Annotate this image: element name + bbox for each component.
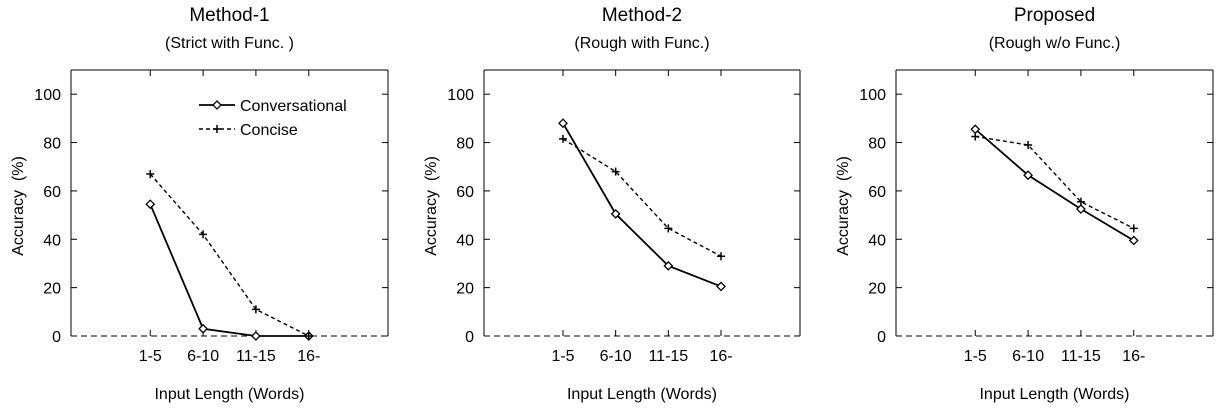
data-point-concise (717, 252, 725, 261)
legend-label-conversational: Conversational (240, 98, 347, 115)
legend-marker-concise (213, 125, 221, 133)
y-tick-label: 20 (43, 281, 61, 298)
x-tick-label: 16- (1122, 348, 1145, 365)
chart-panel-3: Proposed (Rough w/o Func.) 0 20 40 60 80 100 1-5… (835, 5, 1214, 403)
data-point-conversational (1076, 204, 1086, 214)
x-tick-label: 6-10 (600, 348, 632, 365)
y-tick-label: 0 (877, 329, 886, 346)
chart-title: Method-2 (602, 5, 682, 26)
data-point-conversational (250, 331, 261, 341)
y-tick-label: 60 (868, 184, 886, 201)
series-line-conversational (974, 128, 1135, 242)
chart-title: Method-1 (189, 5, 269, 26)
series-line-concise (562, 138, 722, 257)
chart-panel-1: Method-1 (Strict with Func. ) 0 20 40 60 80 100… (10, 5, 389, 403)
data-point-conversational (663, 260, 674, 271)
data-point-conversational (1023, 170, 1033, 181)
y-tick-label: 0 (52, 329, 61, 346)
y-tick-label: 60 (456, 184, 474, 201)
x-tick-label: 1-5 (139, 348, 162, 365)
y-tick-label: 20 (868, 281, 886, 298)
data-point-concise (664, 224, 673, 233)
y-tick-label: 80 (456, 136, 474, 153)
x-tick-label: 1-5 (964, 348, 987, 365)
legend-label-concise: Concise (240, 122, 298, 139)
x-tick-label: 1-5 (551, 348, 574, 365)
y-tick-label: 0 (465, 329, 474, 346)
chart-subtitle: (Strict with Func. ) (165, 35, 294, 52)
chart-subtitle: (Rough w/o Func.) (989, 35, 1121, 52)
data-point-concise (971, 132, 980, 141)
data-point-concise (1076, 197, 1085, 206)
x-tick-label: 16- (709, 348, 732, 365)
data-point-concise (146, 169, 155, 178)
data-point-concise (1129, 224, 1138, 233)
series-line-conversational (149, 203, 309, 337)
x-tick-label: 6-10 (1012, 348, 1044, 365)
x-axis-label: Input Length (Words) (567, 386, 717, 403)
data-point-concise (199, 230, 208, 239)
y-axis-label: Accuracy (%) (10, 156, 27, 256)
data-point-conversational (145, 199, 156, 210)
data-point-conversational (610, 208, 621, 219)
data-point-concise (559, 134, 567, 143)
y-tick-label: 40 (43, 232, 61, 249)
data-point-conversational (558, 118, 568, 129)
chart-subtitle: (Rough with Func.) (574, 35, 709, 52)
series-line-concise (975, 135, 1135, 230)
x-axis-label: Input Length (Words) (154, 386, 304, 403)
legend-marker-conversational (212, 100, 222, 110)
y-axis-label: Accuracy (%) (423, 156, 440, 256)
x-tick-label: 11-15 (236, 348, 276, 365)
x-tick-label: 11-15 (1061, 348, 1101, 365)
x-tick-label: 11-15 (648, 348, 688, 365)
y-tick-label: 60 (43, 184, 61, 201)
series-line-concise (149, 173, 310, 337)
data-point-concise (1024, 140, 1033, 149)
x-axis-label: Input Length (Words) (979, 386, 1129, 403)
y-tick-label: 80 (43, 136, 61, 153)
y-tick-label: 40 (456, 232, 474, 249)
y-axis-label: Accuracy (%) (835, 156, 852, 256)
y-tick-label: 80 (868, 136, 886, 153)
y-tick-label: 20 (456, 281, 474, 298)
data-point-concise (611, 167, 620, 176)
y-tick-label: 100 (34, 87, 61, 104)
x-tick-label: 6-10 (187, 348, 219, 365)
data-point-conversational (198, 323, 209, 334)
data-point-concise (251, 305, 260, 314)
series-line-conversational (562, 122, 722, 288)
x-tick-label: 16- (297, 348, 320, 365)
chart-panel-2: Method-2 (Rough with Func.) 0 20 40 60 80 100 1-… (423, 5, 801, 403)
data-point-conversational (1128, 235, 1139, 246)
data-point-concise (304, 332, 313, 340)
y-tick-label: 100 (859, 87, 886, 104)
chart-title: Proposed (1014, 5, 1095, 26)
y-tick-label: 100 (447, 87, 474, 104)
data-point-conversational (716, 281, 726, 292)
y-tick-label: 40 (868, 232, 886, 249)
